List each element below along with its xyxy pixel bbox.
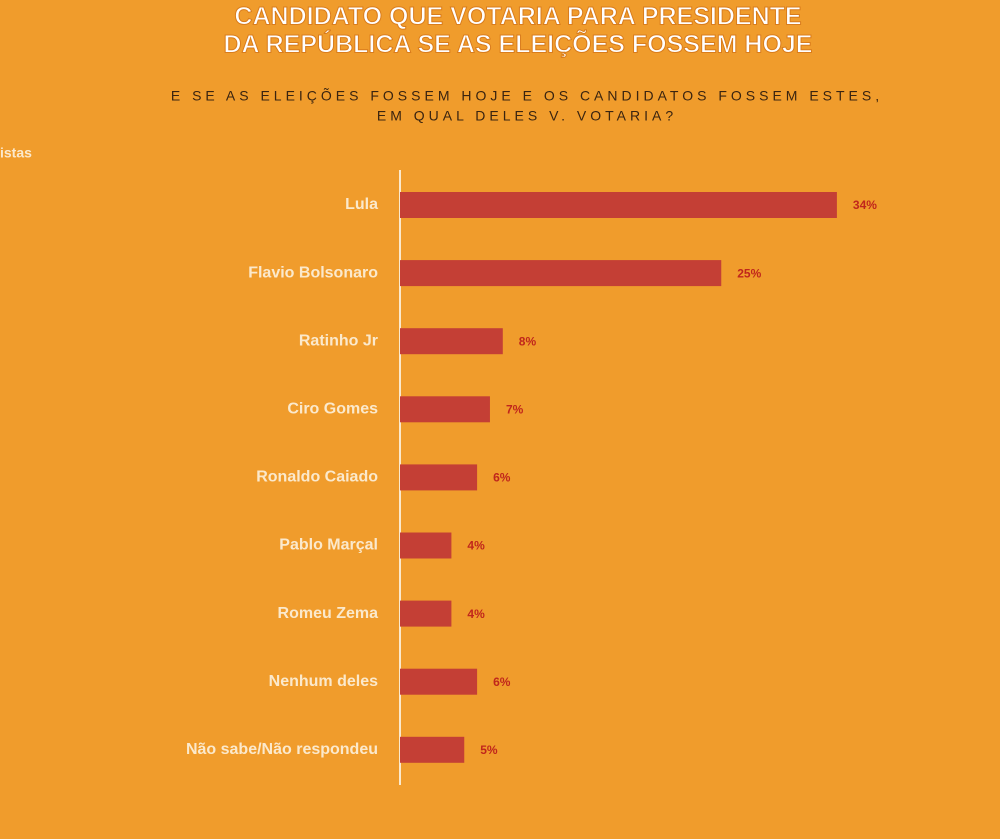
category-label: Ciro Gomes: [287, 401, 378, 418]
bar: [400, 464, 478, 491]
value-label: 7%: [506, 402, 524, 416]
category-label: Ronaldo Caiado: [256, 469, 378, 486]
category-label: Não sabe/Não respondeu: [186, 741, 378, 758]
bar: [400, 600, 452, 627]
bar: [400, 736, 465, 763]
category-label: Ratinho Jr: [299, 332, 378, 349]
category-label: Romeu Zema: [278, 605, 379, 622]
value-label: 8%: [519, 334, 537, 348]
bar: [400, 668, 478, 695]
category-label: Nenhum deles: [269, 673, 378, 690]
bar: [400, 260, 722, 287]
bar: [400, 328, 503, 355]
bar: [400, 532, 452, 559]
value-label: 6%: [493, 471, 511, 485]
chart-title: CANDIDATO QUE VOTARIA PARA PRESIDENTE: [234, 3, 801, 31]
value-label: 5%: [480, 743, 498, 757]
value-label: 34%: [853, 198, 877, 212]
value-label: 25%: [737, 266, 761, 280]
value-label: 4%: [467, 607, 485, 621]
category-label: Lula: [345, 196, 378, 213]
category-label: Flavio Bolsonaro: [248, 264, 378, 281]
bar: [400, 396, 490, 423]
bar: [400, 192, 837, 218]
subtitle: EM QUAL DELES V. VOTARIA?: [377, 108, 677, 124]
category-label: Pablo Marçal: [279, 537, 378, 554]
value-label: 6%: [493, 675, 511, 689]
value-label: 4%: [467, 539, 485, 553]
subtitle: E SE AS ELEIÇÕES FOSSEM HOJE E OS CANDID…: [171, 88, 883, 104]
chart-title: DA REPÚBLICA SE AS ELEIÇÕES FOSSEM HOJE: [224, 29, 813, 59]
side-label: istas: [0, 145, 32, 161]
